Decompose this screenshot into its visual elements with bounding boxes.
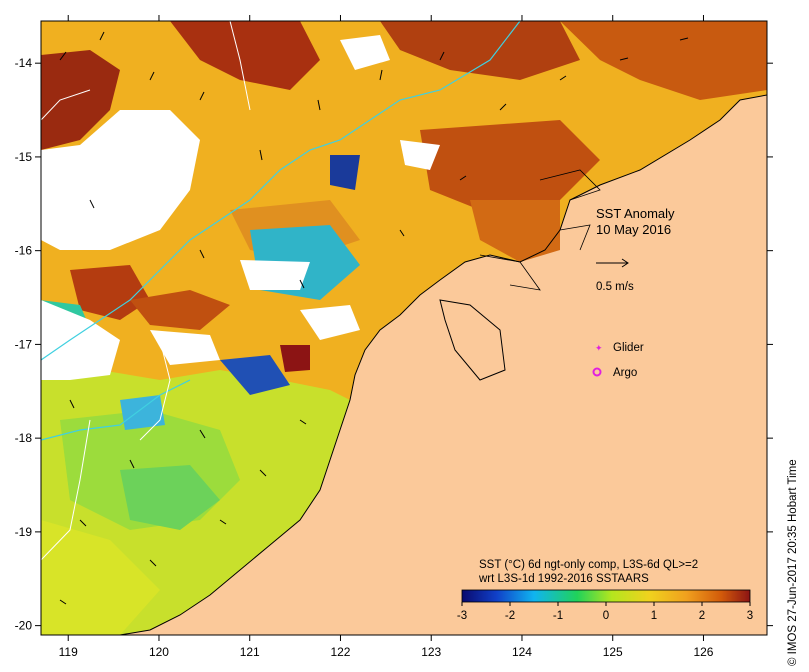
warm-patch bbox=[170, 21, 320, 90]
warm-patch bbox=[560, 21, 767, 100]
cold-anomaly-region bbox=[330, 155, 360, 190]
warm-patch bbox=[70, 265, 150, 320]
coastline bbox=[119, 94, 767, 635]
colorbar-tick-label: 2 bbox=[699, 610, 705, 622]
warm-patch bbox=[280, 345, 310, 372]
x-axis: 119 120 121 122 123 124 125 126 bbox=[59, 15, 714, 659]
current-vectors bbox=[59, 31, 689, 605]
colorbar-tick-label: 0 bbox=[603, 610, 609, 622]
y-tick-label: -18 bbox=[15, 431, 33, 445]
map-title-line2: 10 May 2016 bbox=[596, 222, 671, 237]
bathymetry-contour bbox=[41, 21, 521, 361]
colorbar-tick-label: -1 bbox=[553, 610, 563, 622]
warm-patch bbox=[420, 120, 600, 210]
x-tick-label: 123 bbox=[421, 645, 441, 659]
cloud-no-data bbox=[150, 330, 220, 365]
coastline-inlets bbox=[479, 169, 601, 291]
colorbar: SST (°C) 6d ngt-only comp, L3S-6d QL>=2 … bbox=[457, 559, 753, 622]
cloud-no-data bbox=[41, 300, 120, 380]
y-tick-label: -17 bbox=[15, 337, 33, 351]
colorbar-tick-label: -3 bbox=[457, 610, 467, 622]
x-tick-label: 119 bbox=[59, 645, 78, 659]
warm-patch bbox=[380, 21, 580, 80]
legend-argo-label: Argo bbox=[613, 367, 637, 379]
plot-frame bbox=[40, 20, 768, 636]
colorbar-ticks: -3 -2 -1 0 1 2 3 bbox=[457, 602, 753, 622]
x-tick-label: 120 bbox=[149, 645, 169, 659]
depth-contour bbox=[41, 21, 251, 561]
platform-legend: ✦ Glider Argo bbox=[592, 342, 644, 379]
bathymetry-contour bbox=[41, 379, 191, 441]
colorbar-caption-line2: wrt L3S-1d 1992-2016 SSTAARS bbox=[478, 573, 649, 585]
colorbar-tick-label: 1 bbox=[651, 610, 657, 622]
credit-text: © IMOS 27-Jun-2017 20:35 Hobart Time bbox=[787, 459, 799, 666]
x-tick-label: 126 bbox=[693, 645, 713, 659]
warm-patch bbox=[41, 50, 120, 150]
x-tick-label: 125 bbox=[603, 645, 623, 659]
warm-patch bbox=[470, 200, 560, 262]
y-tick-label: -16 bbox=[15, 244, 33, 258]
legend-glider-label: Glider bbox=[613, 342, 644, 354]
cloud-no-data bbox=[400, 140, 440, 170]
cloud-no-data bbox=[340, 35, 390, 70]
cloud-no-data bbox=[300, 305, 360, 340]
y-tick-label: -20 bbox=[15, 619, 33, 633]
x-tick-label: 121 bbox=[240, 645, 260, 659]
x-tick-label: 122 bbox=[330, 645, 350, 659]
warm-patch bbox=[130, 290, 230, 330]
colorbar-gradient bbox=[461, 589, 751, 603]
glider-marker-icon: ✦ bbox=[595, 343, 603, 353]
x-tick-label: 124 bbox=[512, 645, 532, 659]
cool-anomaly-region bbox=[120, 395, 165, 430]
vector-scale: 0.5 m/s bbox=[596, 258, 634, 293]
arrowhead-icon bbox=[621, 258, 629, 268]
y-tick-label: -15 bbox=[15, 150, 33, 164]
argo-marker-icon bbox=[592, 367, 602, 377]
y-tick-label: -14 bbox=[15, 56, 33, 70]
colorbar-tick-label: -2 bbox=[505, 610, 515, 622]
cold-anomaly-region bbox=[220, 355, 290, 395]
y-tick-label: -19 bbox=[15, 525, 33, 539]
cool-anomaly-region bbox=[120, 465, 220, 530]
y-axis: -14-15-16-17-18-19-20 bbox=[15, 56, 773, 633]
cloud-no-data bbox=[41, 110, 200, 250]
colorbar-caption-line1: SST (°C) 6d ngt-only comp, L3S-6d QL>=2 bbox=[479, 559, 698, 571]
cool-anomaly-region bbox=[41, 520, 160, 635]
map-plot-area bbox=[41, 21, 767, 635]
map-title-line1: SST Anomaly bbox=[596, 206, 675, 221]
cloud-no-data bbox=[240, 260, 310, 290]
vector-scale-label: 0.5 m/s bbox=[596, 281, 634, 293]
peninsula bbox=[439, 299, 506, 381]
colorbar-tick-label: 3 bbox=[747, 610, 753, 622]
